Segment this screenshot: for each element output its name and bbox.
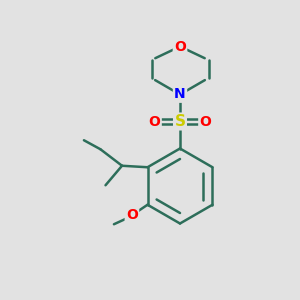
Text: O: O [200,115,211,128]
Text: N: N [174,88,186,101]
Text: O: O [174,40,186,53]
Text: O: O [126,208,138,222]
Text: S: S [175,114,185,129]
Text: O: O [148,115,160,128]
